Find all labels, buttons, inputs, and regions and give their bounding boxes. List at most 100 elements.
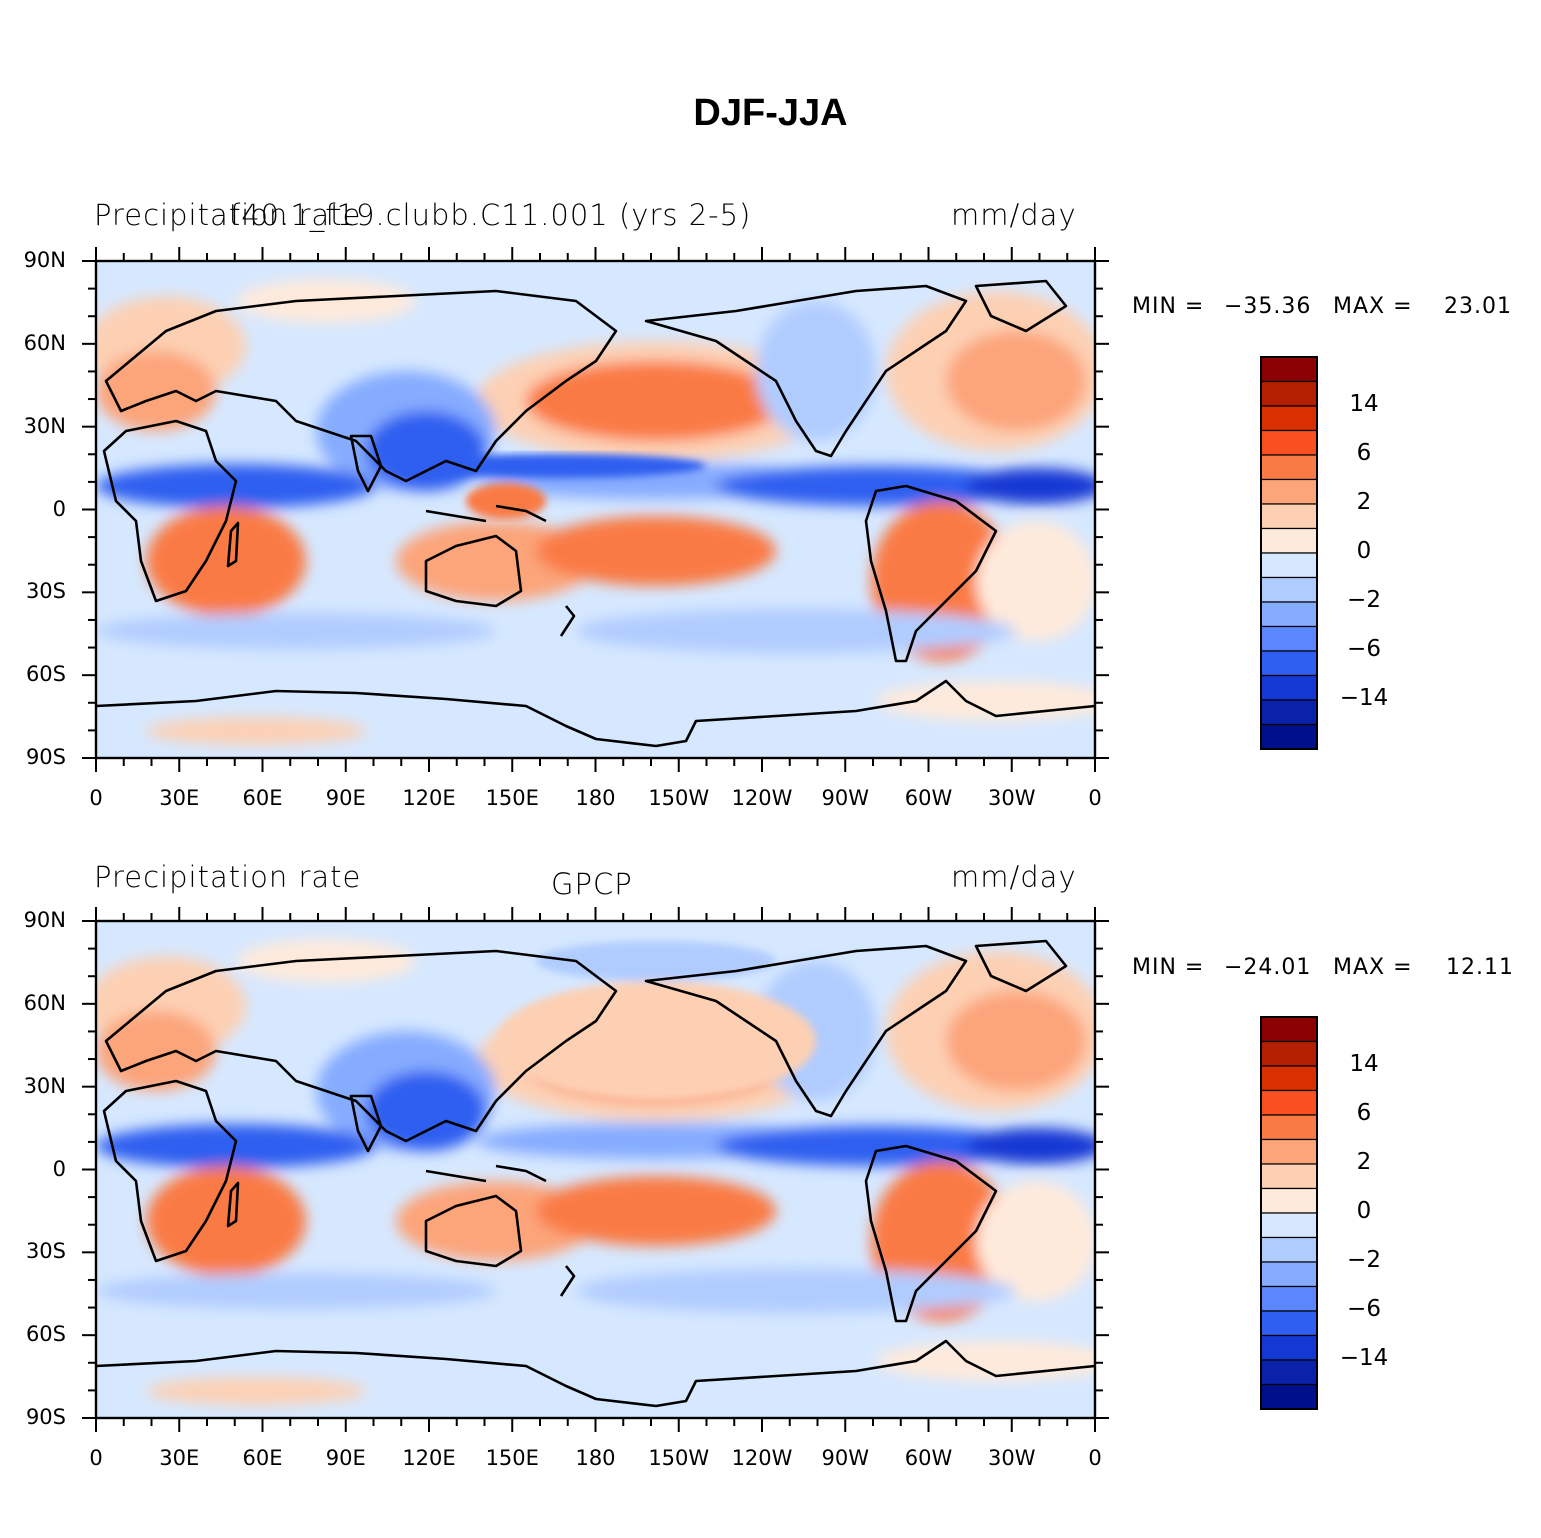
panel1-lat-tick-label: 90S xyxy=(25,745,66,769)
panel2-lon-tick-label: 150E xyxy=(485,1446,539,1470)
panel1-colorbar-label: 0 xyxy=(1356,538,1372,564)
panel2-center-label: GPCP xyxy=(551,867,633,901)
colorbar-swatch xyxy=(1260,1089,1318,1116)
panel1-colorbar-label: 6 xyxy=(1356,440,1372,466)
panel2-lat-tick-label: 30N xyxy=(23,1073,66,1098)
panel1-colorbar xyxy=(1260,356,1318,750)
colorbar-swatch xyxy=(1260,1187,1318,1214)
panel2-lon-tick-label: 120E xyxy=(402,1446,456,1470)
panel1-lon-tick-label: 0 xyxy=(89,786,103,810)
figure-title: DJF-JJA xyxy=(693,92,848,134)
panel1-lat-tick-label: 0 xyxy=(52,496,66,521)
panel2-lat-tick-label: 60N xyxy=(23,990,66,1015)
panel2-lat-tick-label: 60S xyxy=(25,1322,66,1347)
panel2-lon-tick-label: 30W xyxy=(988,1446,1036,1470)
colorbar-swatch xyxy=(1260,356,1318,383)
panel1-lat-tick-label: 60S xyxy=(25,662,66,687)
colorbar-swatch xyxy=(1260,674,1318,701)
panel1-colorbar-label: −6 xyxy=(1347,636,1381,662)
panel2-lon-tick-label: 0 xyxy=(89,1446,103,1470)
colorbar-swatch xyxy=(1260,478,1318,505)
colorbar-swatch xyxy=(1260,1285,1318,1312)
colorbar-swatch xyxy=(1260,1334,1318,1361)
panel2-max-label: MAX = xyxy=(1333,955,1413,980)
colorbar-swatch xyxy=(1260,699,1318,726)
panel1-lon-tick-label: 90W xyxy=(821,786,870,810)
panel2-colorbar-label: 14 xyxy=(1349,1051,1379,1077)
panel2-lat-tick-label: 90S xyxy=(25,1405,66,1429)
colorbar-swatch xyxy=(1260,552,1318,579)
panel2-colorbar-label: 0 xyxy=(1356,1198,1372,1224)
colorbar-swatch xyxy=(1260,1114,1318,1141)
colorbar-swatch xyxy=(1260,576,1318,603)
colorbar-swatch xyxy=(1260,1163,1318,1190)
panel1-lon-tick-label: 120E xyxy=(402,786,456,810)
panel2-lon-tick-label: 60W xyxy=(904,1446,953,1470)
colorbar-swatch xyxy=(1260,1383,1318,1410)
panel2-lat-tick-label: 30S xyxy=(25,1239,66,1264)
panel1-colorbar-label: −14 xyxy=(1339,685,1389,711)
panel1-lon-tick-label: 150E xyxy=(485,786,539,810)
panel1-lat-tick-label: 30N xyxy=(23,413,66,438)
colorbar-swatch xyxy=(1260,380,1318,407)
panel2-lon-tick-label: 90E xyxy=(325,1446,366,1470)
colorbar-swatch xyxy=(1260,1016,1318,1043)
colorbar-swatch xyxy=(1260,1310,1318,1337)
panel2-max-value: 12.11 xyxy=(1446,955,1514,980)
panel2-min-label: MIN = xyxy=(1132,955,1205,980)
panel1-colorbar-label: 2 xyxy=(1356,489,1372,515)
panel2-colorbar-label: 2 xyxy=(1356,1149,1372,1175)
colorbar-swatch xyxy=(1260,527,1318,554)
panel2-colorbar-label: −2 xyxy=(1347,1247,1381,1273)
panel1-lon-tick-label: 30W xyxy=(988,786,1036,810)
panel1-lat-tick-label: 30S xyxy=(25,579,66,604)
panel2-right-label: mm/day xyxy=(951,860,1077,894)
panel2-colorbar xyxy=(1260,1016,1318,1410)
panel2-colorbar-label: 6 xyxy=(1356,1100,1372,1126)
panel1-lat-tick-label: 90N xyxy=(23,248,66,272)
colorbar-swatch xyxy=(1260,723,1318,750)
panel2-lon-tick-label: 150W xyxy=(648,1446,710,1470)
colorbar-swatch xyxy=(1260,405,1318,432)
colorbar-swatch xyxy=(1260,625,1318,652)
colorbar-swatch xyxy=(1260,1261,1318,1288)
panel1-colorbar-label: 14 xyxy=(1349,391,1379,417)
panel1-center-label: f40.1_f19.clubb.C11.001 (yrs 2-5) xyxy=(230,198,752,232)
colorbar-swatch xyxy=(1260,601,1318,628)
panel1-lat-tick-label: 60N xyxy=(23,330,66,355)
panel2-lat-tick-label: 0 xyxy=(52,1156,66,1181)
panel2-left-label: Precipitation rate xyxy=(94,860,362,894)
panel1-lon-tick-label: 60W xyxy=(904,786,953,810)
colorbar-swatch xyxy=(1260,650,1318,677)
panel1-left-label: Precipitation rate xyxy=(94,198,362,232)
panel1-lon-tick-label: 0 xyxy=(1088,786,1102,810)
panel1-lon-tick-label: 150W xyxy=(648,786,710,810)
panel1-max-value: 23.01 xyxy=(1444,294,1512,319)
panel2-map xyxy=(82,907,1109,1432)
panel1-max-label: MAX = xyxy=(1333,294,1413,319)
panel2-lon-tick-label: 30E xyxy=(159,1446,200,1470)
panel2-colorbar-label: −14 xyxy=(1339,1345,1389,1371)
colorbar-swatch xyxy=(1260,1359,1318,1386)
colorbar-swatch xyxy=(1260,429,1318,456)
colorbar-swatch xyxy=(1260,454,1318,481)
panel1-lon-tick-label: 120W xyxy=(731,786,793,810)
panel1-lon-tick-label: 30E xyxy=(159,786,200,810)
panel1-lon-tick-label: 180 xyxy=(575,786,616,810)
panel1-min-label: MIN = xyxy=(1132,294,1205,319)
colorbar-swatch xyxy=(1260,1040,1318,1067)
colorbar-swatch xyxy=(1260,1065,1318,1092)
panel2-lon-tick-label: 60E xyxy=(242,1446,283,1470)
colorbar-swatch xyxy=(1260,503,1318,530)
colorbar-swatch xyxy=(1260,1212,1318,1239)
panel2-colorbar-label: −6 xyxy=(1347,1296,1381,1322)
panel1-axis-ticks xyxy=(82,247,1109,772)
panel2-lon-tick-label: 90W xyxy=(821,1446,870,1470)
colorbar-swatch xyxy=(1260,1138,1318,1165)
colorbar-swatch xyxy=(1260,1236,1318,1263)
panel2-lon-tick-label: 180 xyxy=(575,1446,616,1470)
panel1-colorbar-label: −2 xyxy=(1347,587,1381,613)
panel2-lon-tick-label: 120W xyxy=(731,1446,793,1470)
panel1-map xyxy=(82,247,1109,772)
panel1-lon-tick-label: 60E xyxy=(242,786,283,810)
